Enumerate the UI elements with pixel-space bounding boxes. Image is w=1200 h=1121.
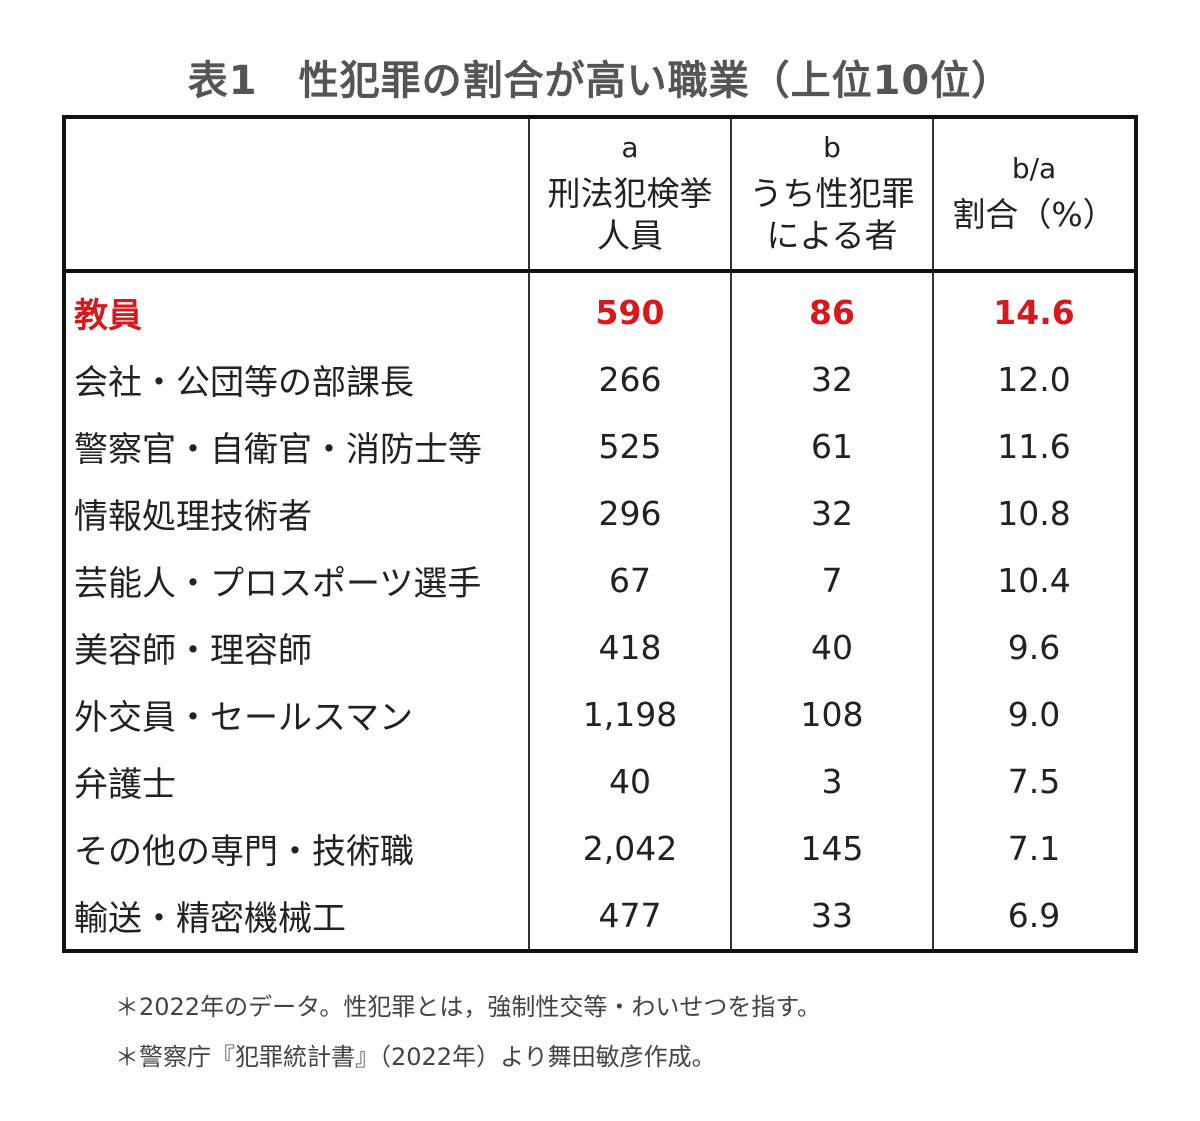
sex-crime-cell: 145	[730, 815, 933, 882]
occupation-cell: 警察官・自衛官・消防士等	[74, 430, 482, 470]
table-row: 警察官・自衛官・消防士等 525 61 11.6	[64, 413, 1136, 480]
occupation-cell: その他の専門・技術職	[74, 832, 414, 872]
table-row: 外交員・セールスマン 1,198 108 9.0	[64, 681, 1136, 748]
header-col-b-line2: による者	[766, 216, 898, 255]
occupation-cell: 弁護士	[74, 765, 176, 805]
table-row: 弁護士 40 3 7.5	[64, 748, 1136, 815]
occupation-cell: 外交員・セールスマン	[74, 698, 413, 738]
occupation-cell: 情報処理技術者	[74, 497, 312, 537]
ratio-cell: 9.6	[932, 614, 1136, 681]
header-col-ratio-letter: b/a	[1011, 152, 1057, 185]
footnote-source: ＊警察庁『犯罪統計書』（2022年）より舞田敏彦作成。	[115, 1043, 716, 1071]
header-occupation	[64, 117, 529, 273]
occupation-table: a 刑法犯検挙 人員 b うち性犯罪 による者 b/a 割合（%） 教員 590…	[62, 115, 1138, 953]
header-col-ratio: b/a 割合（%）	[932, 117, 1136, 273]
table-row: その他の専門・技術職 2,042 145 7.1	[64, 815, 1136, 882]
sex-crime-cell: 40	[730, 614, 933, 681]
ratio-cell: 10.4	[932, 547, 1136, 614]
arrests-cell: 40	[528, 748, 731, 815]
table-row: 情報処理技術者 296 32 10.8	[64, 480, 1136, 547]
table-row: 会社・公団等の部課長 266 32 12.0	[64, 346, 1136, 413]
ratio-cell: 7.1	[932, 815, 1136, 882]
sex-crime-cell: 108	[730, 681, 933, 748]
ratio-cell: 6.9	[932, 882, 1136, 951]
arrests-cell: 296	[528, 480, 731, 547]
occupation-cell: 会社・公団等の部課長	[74, 363, 414, 403]
arrests-cell: 67	[528, 547, 731, 614]
header-col-b-letter: b	[823, 131, 841, 164]
sex-crime-cell: 86	[730, 271, 933, 346]
header-col-a-line2: 人員	[597, 216, 663, 255]
header-col-b-line1: うち性犯罪	[749, 174, 915, 213]
arrests-cell: 418	[528, 614, 731, 681]
header-col-b: b うち性犯罪 による者	[730, 117, 933, 273]
header-col-a-line1: 刑法犯検挙	[547, 174, 713, 213]
ratio-cell: 7.5	[932, 748, 1136, 815]
occupation-cell: 輸送・精密機械工	[74, 899, 346, 939]
table-row: 美容師・理容師 418 40 9.6	[64, 614, 1136, 681]
header-col-ratio-line1: 割合（%）	[952, 195, 1116, 234]
footnotes: ＊2022年のデータ。性犯罪とは，強制性交等・わいせつを指す。 ＊警察庁『犯罪統…	[115, 982, 821, 1082]
table-row: 芸能人・プロスポーツ選手 67 7 10.4	[64, 547, 1136, 614]
ratio-cell: 14.6	[932, 271, 1136, 346]
occupation-cell: 美容師・理容師	[74, 631, 312, 671]
sex-crime-cell: 7	[730, 547, 933, 614]
arrests-cell: 525	[528, 413, 731, 480]
arrests-cell: 477	[528, 882, 731, 951]
table-header-row: a 刑法犯検挙 人員 b うち性犯罪 による者 b/a 割合（%）	[64, 117, 1136, 273]
ratio-cell: 11.6	[932, 413, 1136, 480]
header-col-a: a 刑法犯検挙 人員	[528, 117, 731, 273]
table-title: 表1 性犯罪の割合が高い職業（上位10位）	[187, 58, 1013, 104]
ratio-cell: 12.0	[932, 346, 1136, 413]
table-row: 輸送・精密機械工 477 33 6.9	[64, 882, 1136, 951]
sex-crime-cell: 61	[730, 413, 933, 480]
occupation-cell: 芸能人・プロスポーツ選手	[74, 564, 482, 604]
ratio-cell: 10.8	[932, 480, 1136, 547]
arrests-cell: 590	[528, 271, 731, 346]
footnote-data-definition: ＊2022年のデータ。性犯罪とは，強制性交等・わいせつを指す。	[115, 993, 821, 1021]
arrests-cell: 266	[528, 346, 731, 413]
sex-crime-cell: 32	[730, 346, 933, 413]
occupation-cell: 教員	[74, 296, 142, 336]
ratio-cell: 9.0	[932, 681, 1136, 748]
sex-crime-cell: 33	[730, 882, 933, 951]
header-col-a-letter: a	[621, 131, 639, 164]
sex-crime-cell: 32	[730, 480, 933, 547]
arrests-cell: 2,042	[528, 815, 731, 882]
table-row: 教員 590 86 14.6	[64, 271, 1136, 346]
sex-crime-cell: 3	[730, 748, 933, 815]
arrests-cell: 1,198	[528, 681, 731, 748]
